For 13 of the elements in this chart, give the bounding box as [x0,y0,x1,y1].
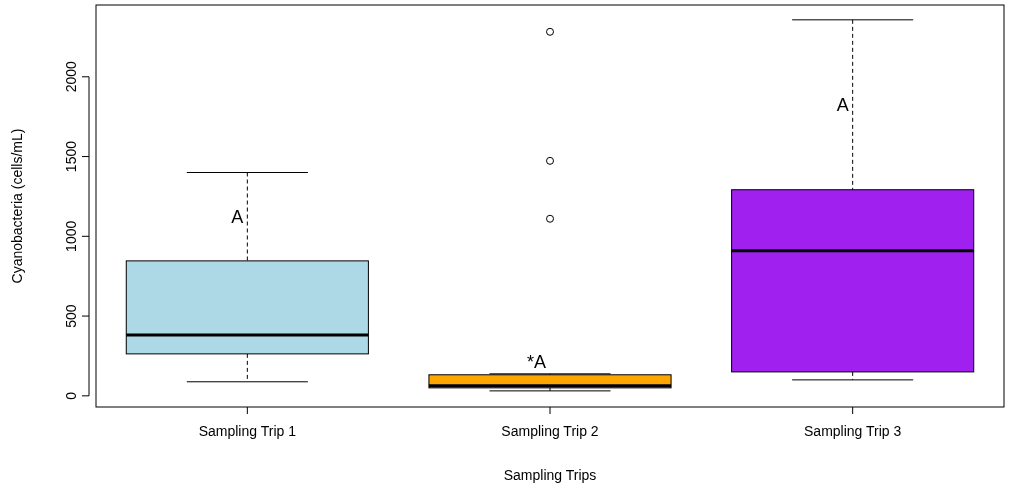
annotation: A [231,206,244,227]
y-tick-label: 2000 [63,61,79,93]
x-tick-label: Sampling Trip 3 [804,423,902,439]
y-axis-title: Cyanobacteria (cells/mL) [9,128,25,284]
x-axis-title: Sampling Trips [503,467,597,483]
y-tick-label: 1000 [63,220,79,252]
annotation: A [836,94,849,115]
y-tick-label: 0 [63,391,79,400]
y-tick-label: 1500 [63,140,79,173]
x-tick-label: Sampling Trip 2 [501,423,599,439]
annotation: *A [526,351,546,372]
y-tick-label: 500 [63,304,79,328]
x-tick-label: Sampling Trip 1 [198,423,297,439]
